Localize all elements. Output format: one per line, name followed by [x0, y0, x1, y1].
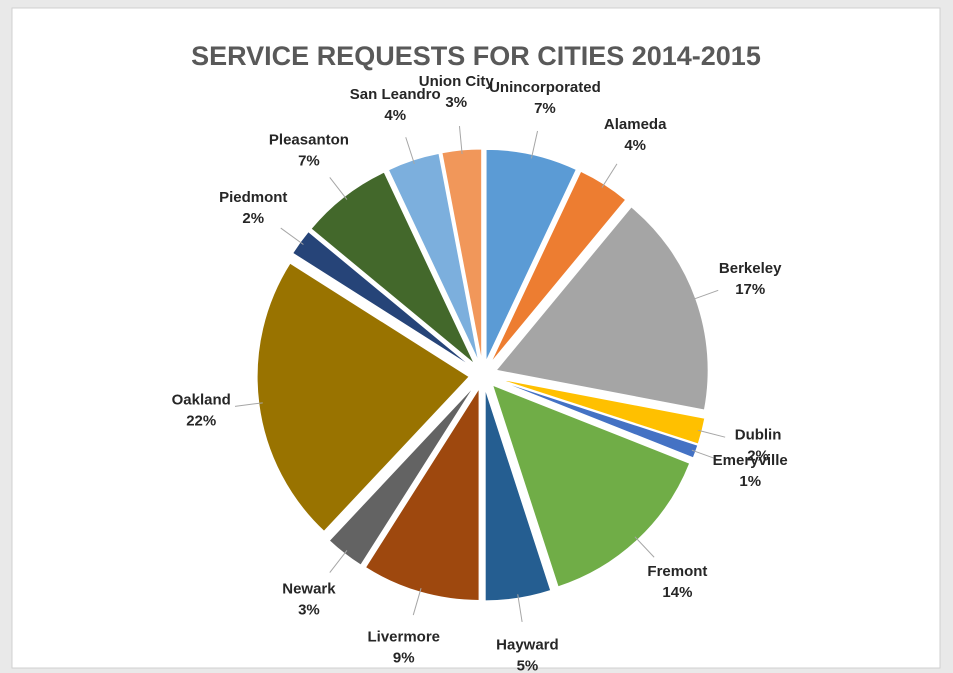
- slice-label-name: San Leandro: [350, 86, 441, 103]
- leader-line: [634, 536, 655, 558]
- slice-label-name: Emeryville: [713, 452, 788, 469]
- leader-line: [458, 126, 463, 155]
- slice-label-value: 9%: [393, 650, 415, 667]
- slice-label-name: Pleasanton: [269, 132, 349, 149]
- slice-label-name: Livermore: [367, 629, 440, 646]
- slice-label-name: Newark: [282, 580, 336, 597]
- slice-label-value: 14%: [662, 584, 692, 601]
- leader-line: [329, 177, 348, 200]
- slice-label-value: 2%: [747, 448, 769, 465]
- slice-label-name: Berkeley: [719, 260, 782, 277]
- slice-label-name: Alameda: [604, 116, 667, 133]
- leader-line: [691, 449, 719, 461]
- slice-label-name: Unincorporated: [489, 79, 601, 96]
- slice-label-value: 3%: [298, 601, 320, 618]
- slice-label-name: Union City: [419, 73, 495, 90]
- slice-label-value: 7%: [298, 153, 320, 170]
- leader-line: [329, 550, 348, 573]
- leader-line: [691, 289, 719, 301]
- leader-line: [405, 137, 415, 165]
- slice-label-value: 17%: [735, 281, 765, 298]
- slice-label-value: 3%: [445, 94, 467, 111]
- leader-line: [601, 163, 618, 188]
- leader-line: [412, 588, 422, 616]
- leader-line: [530, 130, 539, 159]
- slice-label-value: 5%: [517, 657, 539, 673]
- leader-line: [280, 227, 304, 245]
- slice-label-value: 22%: [186, 413, 216, 430]
- slice-label-value: 4%: [624, 137, 646, 154]
- leader-line: [234, 402, 263, 407]
- slice-label-name: Oakland: [172, 392, 231, 409]
- slice-label-value: 4%: [384, 107, 406, 124]
- leader-line: [517, 594, 523, 623]
- leader-line: [697, 429, 726, 438]
- slice-label-value: 7%: [534, 100, 556, 117]
- slice-label-value: 2%: [242, 210, 264, 227]
- chart-title: SERVICE REQUESTS FOR CITIES 2014-2015: [191, 41, 761, 71]
- slice-label-name: Piedmont: [219, 189, 287, 206]
- slice-label-name: Dublin: [735, 427, 782, 444]
- slice-label-value: 1%: [739, 473, 761, 490]
- slice-label-name: Hayward: [496, 636, 559, 653]
- slice-label-name: Fremont: [647, 563, 707, 580]
